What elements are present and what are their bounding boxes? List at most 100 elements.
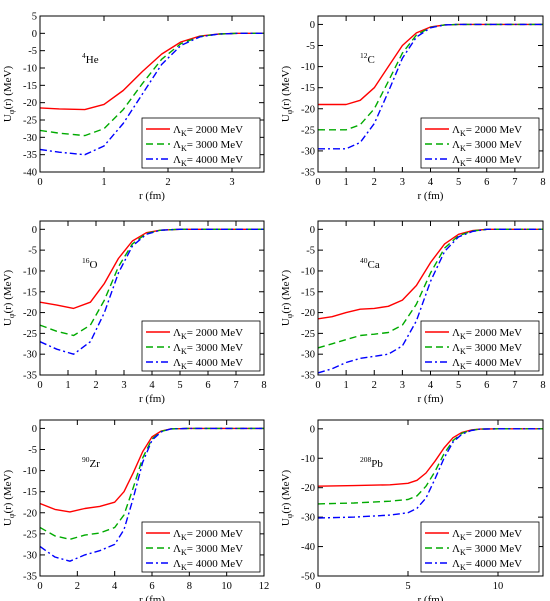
y-tick-label: -10 [23,466,37,477]
y-tick-label: -10 [301,62,315,73]
x-tick-label: 3 [400,380,405,391]
x-tick-label: 2 [372,380,377,391]
legend-label-1: ΛK= 2000 MeV [452,327,522,341]
x-tick-label: 2 [372,177,377,188]
y-tick-label: -15 [23,287,37,298]
series-line-3 [40,228,264,355]
legend-label-3: ΛK= 4000 MeV [452,558,522,572]
x-tick-label: 2 [75,581,80,592]
legend-label-1: ΛK= 2000 MeV [173,327,243,341]
legend-label-1: ΛK= 2000 MeV [173,124,243,138]
y-tick-label: -35 [301,371,315,382]
series-line-3 [40,427,264,562]
y-tick-label: 5 [32,12,37,23]
y-tick-label: -10 [301,266,315,277]
y-tick-label: -20 [23,98,37,109]
x-tick-label: 6 [484,177,489,188]
y-tick-label: -5 [306,41,315,52]
legend-label-2: ΛK= 3000 MeV [452,342,522,356]
x-tick-label: 0 [37,380,42,391]
y-axis-label: Uφ(r) (MeV) [2,270,16,327]
y-tick-label: -40 [301,542,315,553]
series-line-2 [318,23,543,131]
y-tick-label: -30 [301,513,315,524]
legend-label-1: ΛK= 2000 MeV [452,528,522,542]
y-tick-label: -20 [23,308,37,319]
y-tick-label: -15 [23,487,37,498]
y-tick-label: -20 [23,508,37,519]
x-axis-label: r (fm) [418,594,444,601]
y-tick-label: 0 [32,424,37,435]
legend-label-3: ΛK= 4000 MeV [173,558,243,572]
x-tick-label: 3 [400,177,405,188]
y-tick-label: -35 [23,150,37,161]
y-tick-label: -30 [301,146,315,157]
legend-label-2: ΛK= 3000 MeV [173,543,243,557]
y-tick-label: -25 [301,329,315,340]
x-tick-label: 4 [428,177,434,188]
x-tick-label: 5 [456,177,461,188]
x-axis-label: r (fm) [418,190,444,202]
y-tick-label: -35 [23,371,37,382]
y-tick-label: -5 [28,46,37,57]
y-tick-label: -15 [301,287,315,298]
series-line-1 [318,23,543,106]
y-tick-label: 0 [32,225,37,236]
x-tick-label: 6 [205,380,210,391]
y-tick-label: -15 [23,81,37,92]
series-line-2 [40,228,264,337]
y-tick-label: -30 [23,350,37,361]
legend-label-1: ΛK= 2000 MeV [452,124,522,138]
legend-label-3: ΛK= 4000 MeV [173,154,243,168]
panel-he: 0 1 2 3 5 0 -5 -10 -15 -20 -25 -30 -35 -40 4He r (fm) Uφ… [2,12,265,202]
x-axis-label: r (fm) [139,393,165,405]
series-line-3 [318,428,543,519]
y-tick-label: -35 [23,572,37,583]
x-axis-label: r (fm) [139,594,165,601]
series-line-2 [40,427,264,540]
y-tick-label: -20 [301,483,315,494]
series-line-3 [318,228,543,374]
x-tick-label: 5 [405,581,410,592]
x-tick-label: 8 [540,380,545,391]
legend-box [420,320,540,372]
x-tick-label: 0 [37,581,42,592]
x-tick-label: 2 [165,177,170,188]
legend-label-2: ΛK= 3000 MeV [452,543,522,557]
x-tick-label: 0 [315,380,320,391]
x-tick-label: 1 [65,380,70,391]
x-tick-label: 7 [512,380,517,391]
x-tick-label: 4 [112,581,118,592]
x-tick-label: 5 [456,380,461,391]
x-tick-label: 7 [233,380,238,391]
nucleus-label: 90Zr [82,455,100,470]
x-tick-label: 12 [259,581,270,592]
plot-frame [39,220,265,376]
y-tick-label: -30 [23,550,37,561]
x-tick-label: 1 [344,380,349,391]
plot-frame [317,15,544,173]
y-axis-label: Uφ(r) (MeV) [2,470,16,527]
legend-label-2: ΛK= 3000 MeV [452,139,522,153]
x-tick-label: 4 [428,380,434,391]
x-tick-label: 1 [344,177,349,188]
y-tick-label: -35 [301,168,315,179]
y-tick-label: -15 [301,83,315,94]
panel-zr: 0 2 4 6 8 10 12 0 -5 -10 -15 -20 -25 -30 -35 90Zr r (fm)… [2,419,270,601]
y-tick-label: -50 [301,572,315,583]
legend-label-3: ΛK= 4000 MeV [173,357,243,371]
x-tick-label: 1 [101,177,106,188]
x-tick-label: 7 [512,177,517,188]
panel-o: 0 1 2 3 4 5 6 7 8 0 -5 -10 -15 -20 -25 -30 -35 16O r (fm) U… [2,220,267,405]
x-tick-label: 8 [261,380,266,391]
series-line-2 [318,228,543,349]
legend-label-3: ΛK= 4000 MeV [452,154,522,168]
series-line-1 [40,32,264,111]
y-axis-label: Uφ(r) (MeV) [280,470,294,527]
y-tick-label: -5 [28,445,37,456]
series-line-3 [318,23,543,150]
